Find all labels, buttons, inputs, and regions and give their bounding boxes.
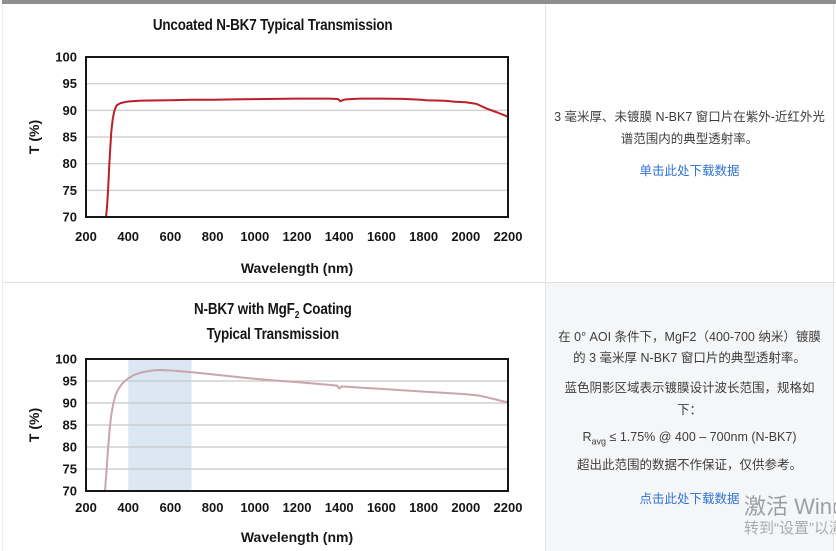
x-tick-label: 800 xyxy=(202,500,224,515)
y-tick-label: 75 xyxy=(63,183,77,198)
x-axis-label: Wavelength (nm) xyxy=(241,260,353,276)
left-border xyxy=(2,4,3,551)
transmission-curve xyxy=(105,97,509,218)
y-tick-label: 100 xyxy=(55,50,77,65)
y-tick-label: 95 xyxy=(63,374,77,389)
y-tick-label: 85 xyxy=(63,130,77,145)
x-tick-label: 1200 xyxy=(283,500,312,515)
y-tick-label: 75 xyxy=(63,462,77,477)
title-subscript: 2 xyxy=(294,310,300,322)
chart-title-coated: N-BK7 with MgF2 Coating Typical Transmis… xyxy=(3,300,543,344)
x-tick-label: 600 xyxy=(160,500,182,515)
chart-title-line1: N-BK7 with MgF2 Coating xyxy=(194,300,352,325)
y-tick-label: 80 xyxy=(63,440,77,455)
panel-coated-description: 在 0° AOI 条件下，MgF2（400-700 纳米）镀膜的 3 毫米厚 N… xyxy=(546,283,833,551)
x-tick-label: 1600 xyxy=(367,500,396,515)
uncoated-description-text: 3 毫米厚、未镀膜 N-BK7 窗口片在紫外-近红外光谱范围内的典型透射率。 xyxy=(554,109,825,146)
x-tick-label: 200 xyxy=(75,229,97,244)
x-tick-label: 2000 xyxy=(451,500,480,515)
x-axis-label: Wavelength (nm) xyxy=(241,529,353,545)
chart-title-text: Uncoated N-BK7 Typical Transmission xyxy=(153,17,393,34)
x-tick-label: 1000 xyxy=(240,500,269,515)
x-tick-label: 2200 xyxy=(494,229,523,244)
x-tick-label: 800 xyxy=(202,229,224,244)
plot-border xyxy=(85,56,509,218)
reflectance-spec-text: Ravg ≤ 1.75% @ 400 – 700nm (N-BK7) xyxy=(582,430,796,447)
download-data-link-uncoated[interactable]: 单击此处下载数据 xyxy=(639,164,740,179)
x-tick-label: 1400 xyxy=(325,500,354,515)
y-tick-label: 80 xyxy=(63,156,77,171)
spec-subscript: avg xyxy=(591,436,607,447)
y-axis-label: T (%) xyxy=(26,120,42,154)
disclaimer-text: 超出此范围的数据不作保证，仅供参考。 xyxy=(576,457,802,472)
download-data-link-coated[interactable]: 点击此处下载数据 xyxy=(639,492,740,507)
plot-border xyxy=(85,358,509,492)
chart-title-line2: Typical Transmission xyxy=(206,326,340,344)
panel-coated-chart: N-BK7 with MgF2 Coating Typical Transmis… xyxy=(3,283,545,551)
x-tick-label: 2200 xyxy=(494,500,523,515)
x-tick-label: 1000 xyxy=(240,229,269,244)
y-tick-label: 70 xyxy=(63,210,77,225)
spec-r: R xyxy=(582,430,592,445)
uncoated-transmission-chart: 200 400 600 800 1000 1200 1400 1600 1800 2000 2200… xyxy=(26,50,523,277)
spec-value: ≤ 1.75% @ 400 – 700nm (N-BK7) xyxy=(606,430,797,445)
y-tick-label: 90 xyxy=(63,396,77,411)
title-post: Coating xyxy=(299,301,352,318)
top-accent-bar xyxy=(2,0,836,4)
y-tick-label: 90 xyxy=(63,103,77,118)
x-tick-label: 600 xyxy=(160,229,182,244)
x-tick-label: 400 xyxy=(117,229,139,244)
panel-uncoated-description: 3 毫米厚、未镀膜 N-BK7 窗口片在紫外-近红外光谱范围内的典型透射率。 单… xyxy=(546,4,833,282)
band-explanation-text: 蓝色阴影区域表示镀膜设计波长范围，规格如下： xyxy=(564,381,815,418)
x-tick-label: 1200 xyxy=(283,229,312,244)
coated-transmission-chart: 200 400 600 800 1000 1200 1400 1600 1800 2000 2200… xyxy=(26,352,523,545)
transmission-curve xyxy=(104,369,509,492)
title-pre: N-BK7 with MgF xyxy=(194,301,295,318)
panel-uncoated-chart: Uncoated N-BK7 Typical Transmission 200 4… xyxy=(3,4,545,282)
y-tick-label: 100 xyxy=(55,352,77,367)
coated-description-text: 在 0° AOI 条件下，MgF2（400-700 纳米）镀膜的 3 毫米厚 N… xyxy=(558,329,821,366)
vertical-divider xyxy=(545,4,546,551)
y-tick-label: 95 xyxy=(63,76,77,91)
x-tick-label: 2000 xyxy=(451,229,480,244)
chart-title-uncoated: Uncoated N-BK7 Typical Transmission xyxy=(3,16,543,35)
right-border xyxy=(833,4,834,551)
y-tick-label: 70 xyxy=(63,484,77,499)
horizontal-divider xyxy=(2,282,836,283)
y-axis-label: T (%) xyxy=(26,408,42,442)
x-tick-label: 1400 xyxy=(325,229,354,244)
x-tick-label: 1800 xyxy=(409,500,438,515)
y-tick-label: 85 xyxy=(63,418,77,433)
x-tick-label: 1800 xyxy=(409,229,438,244)
x-tick-label: 200 xyxy=(75,500,97,515)
x-tick-label: 1600 xyxy=(367,229,396,244)
x-tick-label: 400 xyxy=(117,500,139,515)
